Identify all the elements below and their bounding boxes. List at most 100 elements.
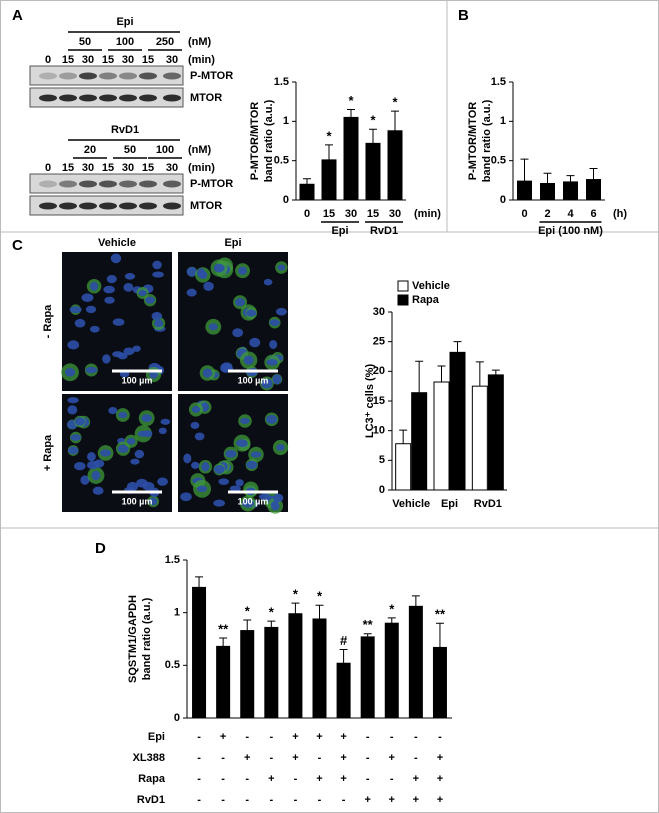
x-tick-label: 0	[521, 208, 527, 220]
blot-band	[39, 202, 57, 210]
condition-value: +	[413, 773, 419, 785]
cell-nucleus	[149, 497, 158, 506]
condition-value: +	[316, 731, 322, 743]
cell-nucleus	[275, 307, 287, 316]
condition-value: -	[245, 731, 249, 743]
bar	[408, 605, 423, 719]
cell-nucleus	[145, 296, 155, 304]
significance-marker: **	[435, 607, 446, 622]
bar	[411, 392, 428, 491]
cell-nucleus	[112, 351, 124, 358]
band-label: P-MTOR	[190, 70, 233, 82]
condition-value: -	[318, 794, 322, 806]
time-label: 30	[122, 162, 134, 174]
condition-value: -	[221, 773, 225, 785]
y-tick-label: 0	[500, 194, 506, 206]
cell-nucleus	[134, 449, 145, 459]
cell-nucleus	[87, 452, 96, 462]
blot-band	[139, 180, 157, 188]
y-tick-label: 0.5	[274, 155, 289, 167]
x-unit: (h)	[613, 208, 627, 220]
cell-nucleus	[246, 460, 258, 469]
cell-nucleus	[272, 374, 282, 385]
error-bar	[195, 576, 204, 588]
y-tick-label: 0	[283, 194, 289, 206]
cell-nucleus	[130, 458, 140, 465]
bar	[360, 636, 375, 719]
bar	[312, 618, 327, 719]
significance-marker: *	[317, 589, 323, 604]
bar	[365, 142, 381, 201]
cell-nucleus	[186, 288, 197, 297]
blot-band	[39, 94, 57, 102]
cell-nucleus	[249, 337, 261, 348]
time-label: 30	[122, 54, 134, 66]
blot-band	[163, 180, 181, 188]
y-tick-label: 25	[373, 336, 385, 348]
cell-nucleus	[190, 421, 200, 429]
cell-nucleus	[138, 289, 147, 296]
cell-nucleus	[273, 493, 284, 503]
bar	[288, 613, 303, 719]
group-label: RvD1	[370, 225, 398, 237]
cell-nucleus	[132, 345, 141, 352]
blot-band	[139, 94, 157, 102]
condition-value: +	[340, 752, 346, 764]
condition-value: -	[366, 731, 370, 743]
x-tick-label: 30	[345, 208, 357, 220]
bar	[540, 182, 555, 201]
cell-nucleus	[67, 340, 80, 350]
time-unit: (min)	[188, 162, 215, 174]
error-bar	[399, 429, 408, 444]
condition-value: -	[197, 731, 201, 743]
condition-name: Epi	[148, 731, 165, 743]
bar	[240, 630, 255, 719]
time-label: 30	[82, 54, 94, 66]
cell-nucleus	[213, 499, 226, 507]
x-tick-label: 4	[567, 208, 574, 220]
condition-value: -	[390, 731, 394, 743]
condition-value: -	[342, 794, 346, 806]
time-label: 15	[62, 162, 74, 174]
micrograph-row: - Rapa	[42, 304, 54, 339]
error-bar	[315, 604, 324, 619]
cell-nucleus	[235, 479, 244, 487]
bar	[471, 385, 488, 491]
cell-nucleus	[91, 470, 101, 481]
blot-band	[79, 94, 97, 102]
cell-nucleus	[108, 406, 118, 415]
cell-nucleus	[74, 318, 86, 328]
group-label: Epi (100 nM)	[538, 225, 603, 237]
condition-value: -	[197, 752, 201, 764]
dose-label: 20	[84, 144, 96, 156]
cell-nucleus	[123, 283, 134, 292]
panel-label: B	[458, 7, 469, 24]
cell-nucleus	[277, 264, 286, 271]
blot-band	[59, 180, 77, 188]
cell-nucleus	[194, 432, 205, 441]
cell-nucleus	[152, 271, 164, 278]
error-bar	[520, 158, 529, 182]
error-bar	[543, 172, 552, 184]
blot-band	[163, 94, 181, 102]
cell-nucleus	[152, 260, 162, 270]
bar	[449, 351, 466, 491]
x-unit: (min)	[414, 208, 441, 220]
time-label: 30	[82, 162, 94, 174]
x-tick-label: 15	[367, 208, 379, 220]
condition-value: +	[364, 794, 370, 806]
condition-value: -	[221, 794, 225, 806]
cell-nucleus	[183, 453, 192, 464]
cell-nucleus	[269, 339, 278, 349]
error-bar	[391, 110, 399, 131]
scale-label: 100 µm	[238, 375, 269, 385]
condition-value: -	[197, 794, 201, 806]
bar	[432, 646, 447, 719]
panel-label: D	[95, 540, 106, 557]
condition-value: -	[294, 794, 298, 806]
cell-nucleus	[124, 273, 136, 280]
condition-value: -	[221, 752, 225, 764]
condition-value: -	[269, 794, 273, 806]
cell-nucleus	[89, 325, 100, 333]
condition-value: +	[389, 794, 395, 806]
